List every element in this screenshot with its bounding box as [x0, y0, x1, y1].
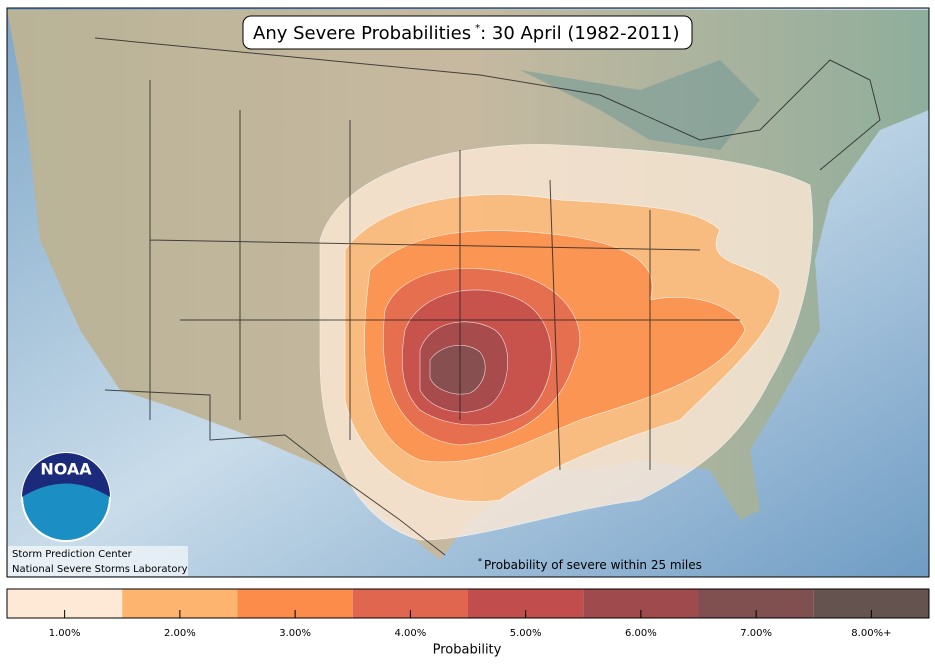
noaa-logo: NOAA [21, 452, 111, 542]
title-date: : 30 April (1982-2011) [480, 23, 679, 44]
great-lakes-region [520, 60, 760, 150]
colorbar-tick-label: 4.00% [394, 628, 426, 639]
footnote: * Probability of severe within 25 miles [478, 557, 702, 572]
credit: National Severe Storms Laboratory [12, 564, 188, 575]
footnote-mark: * [478, 557, 482, 566]
credit-box [8, 546, 188, 576]
footnote-text: Probability of severe within 25 miles [484, 558, 702, 572]
map [7, 8, 929, 577]
title-box [242, 15, 693, 50]
colorbar-tick-label: 5.00% [510, 628, 542, 639]
colorbar-label: Probability [433, 643, 502, 658]
map-frame [6, 7, 930, 578]
probability-contours [319, 144, 813, 541]
probability-area [429, 345, 486, 395]
title-mark: * [475, 23, 480, 34]
colorbar-tick-label: 1.00% [49, 628, 81, 639]
borders [94, 37, 881, 556]
colorbar-tick-label: 8.00%+ [851, 628, 891, 639]
colorbar-tick-label: 3.00% [279, 628, 311, 639]
logo-text: NOAA [40, 460, 92, 479]
title: Any Severe Probabilities *: 30 April (198… [253, 23, 680, 44]
colorbar-tick-label: 2.00% [164, 628, 196, 639]
colorbar: 1.00% 2.00% 3.00% 4.00% 5.00% 6.00% 7.00% 8.00%… [6, 588, 930, 639]
colorbar-frame [6, 588, 930, 619]
credit: Storm Prediction Center [12, 549, 133, 560]
colorbar-tick-label: 7.00% [740, 628, 772, 639]
title-text: Any Severe Probabilities [253, 23, 471, 44]
colorbar-tick-label: 6.00% [625, 628, 657, 639]
